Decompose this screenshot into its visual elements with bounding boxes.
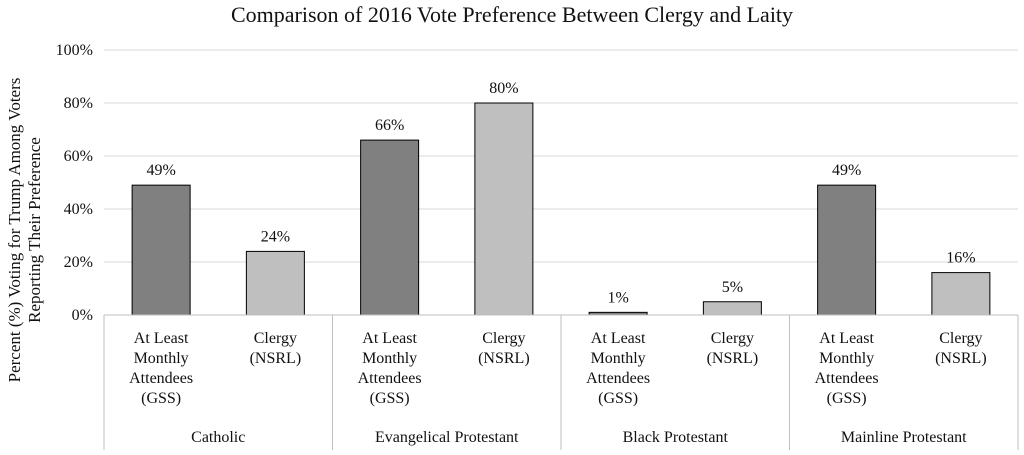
category-label: At Least Monthly Attendees (GSS): [815, 330, 879, 407]
category-label: Clergy (NSRL): [935, 330, 987, 367]
group-label: Mainline Protestant: [841, 429, 967, 446]
bars: [131, 102, 991, 316]
y-tick-label: 60%: [64, 148, 93, 165]
y-axis-title-line: Reporting Their Preference: [25, 137, 44, 323]
category-label: At Least Monthly Attendees (GSS): [358, 330, 422, 407]
group-label: Black Protestant: [623, 429, 729, 446]
category-label: Clergy (NSRL): [707, 330, 759, 367]
data-label: 49%: [832, 162, 861, 179]
y-axis-title: Percent (%) Voting for Trump Among Voter…: [5, 78, 44, 383]
group-label: Catholic: [191, 429, 245, 446]
y-axis-ticks: 0% 20% 40% 60% 80% 100%: [56, 42, 93, 324]
bar-laity: [360, 139, 420, 316]
y-axis-title-line: Percent (%) Voting for Trump Among Voter…: [5, 78, 24, 383]
chart-title: Comparison of 2016 Vote Preference Betwe…: [231, 2, 793, 27]
group-label: Evangelical Protestant: [375, 429, 519, 446]
data-label: 49%: [146, 162, 175, 179]
x-axis: At Least Monthly Attendees (GSS) Clergy (NSRL…: [103, 314, 1019, 450]
bar-laity: [131, 184, 191, 316]
category-label: At Least Monthly Attendees (GSS): [586, 330, 650, 407]
bar-clergy: [474, 102, 534, 316]
y-tick-label: 20%: [64, 254, 93, 271]
data-label: 24%: [261, 228, 290, 245]
bar-clergy: [931, 272, 991, 316]
y-tick-label: 40%: [64, 201, 93, 218]
gridlines: [104, 49, 1018, 263]
category-label: Clergy (NSRL): [250, 330, 302, 367]
category-label: At Least Monthly Attendees (GSS): [129, 330, 193, 407]
bar-laity: [817, 184, 877, 316]
data-label: 66%: [375, 117, 404, 134]
y-tick-label: 0%: [72, 307, 93, 324]
data-label: 80%: [489, 80, 518, 97]
y-tick-label: 80%: [64, 95, 93, 112]
bar-clergy: [245, 250, 305, 316]
data-label: 5%: [722, 279, 743, 296]
data-label: 16%: [946, 250, 975, 267]
category-label: Clergy (NSRL): [478, 330, 530, 367]
data-label: 1%: [607, 289, 628, 306]
bar-clergy: [702, 301, 762, 316]
data-labels: 49% 24% 66% 80% 1% 5% 49% 16%: [146, 80, 975, 306]
y-tick-label: 100%: [56, 42, 93, 59]
